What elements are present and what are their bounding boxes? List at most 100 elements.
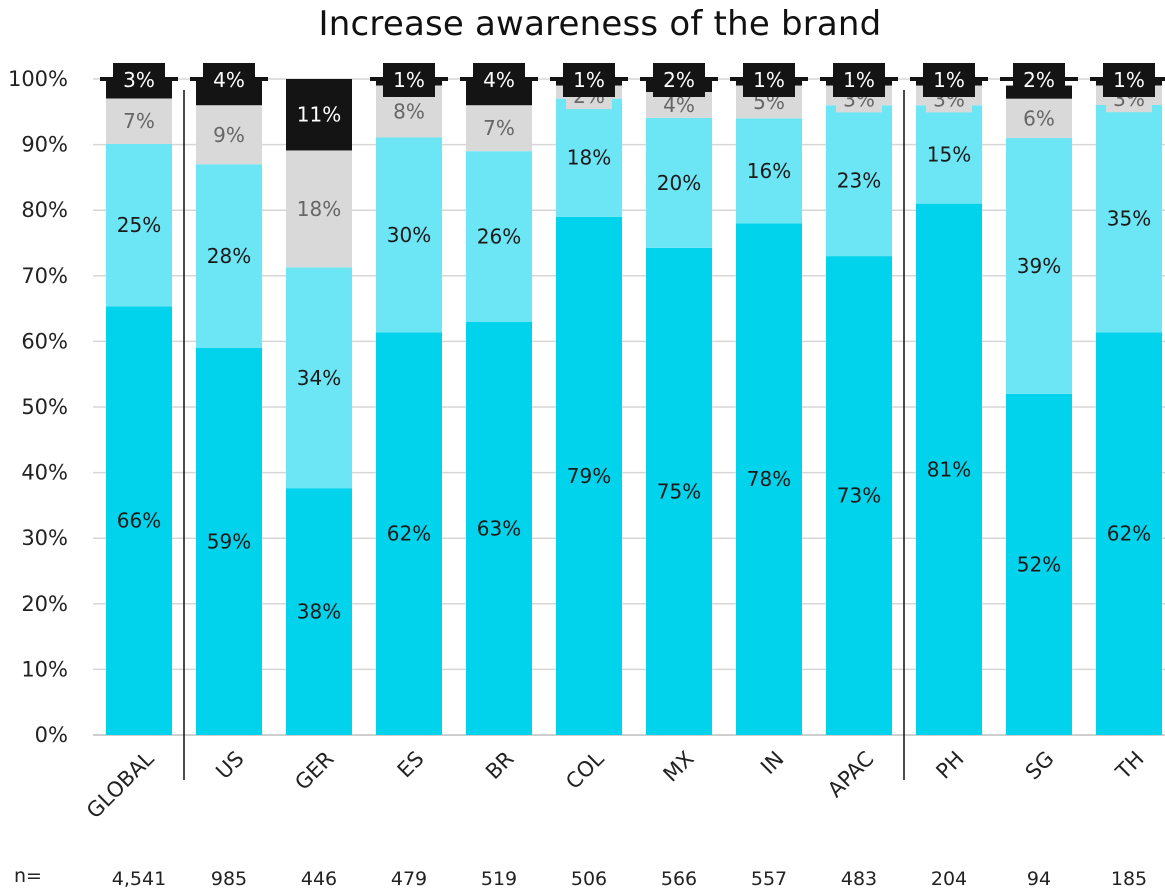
data-label: 1% bbox=[573, 68, 605, 92]
x-tick-label: SG bbox=[1021, 747, 1059, 785]
data-label: 66% bbox=[117, 509, 161, 533]
x-tick-label: MX bbox=[659, 747, 699, 787]
bar-segment bbox=[646, 117, 712, 248]
data-label: 18% bbox=[567, 146, 611, 170]
y-tick-label: 0% bbox=[35, 723, 68, 747]
data-label: 11% bbox=[297, 103, 341, 127]
label-box-tab bbox=[910, 77, 988, 81]
n-value: 204 bbox=[931, 868, 967, 890]
bar-segment bbox=[376, 137, 442, 333]
data-label: 30% bbox=[387, 223, 431, 247]
data-label: 73% bbox=[837, 484, 881, 508]
label-box-tab bbox=[460, 77, 538, 81]
bar-segment bbox=[646, 247, 712, 736]
data-label: 1% bbox=[843, 68, 875, 92]
x-tick-label: IN bbox=[756, 747, 788, 779]
bar-segment bbox=[1006, 98, 1072, 139]
bar-segment bbox=[376, 332, 442, 735]
bar-segment bbox=[826, 105, 892, 257]
chart-title: Increase awareness of the brand bbox=[318, 4, 882, 44]
n-label: n= bbox=[14, 865, 42, 887]
y-tick-label: 70% bbox=[21, 264, 68, 288]
label-box-tab bbox=[370, 77, 448, 81]
x-tick-label: PH bbox=[931, 747, 968, 784]
x-tick-label: GER bbox=[290, 747, 338, 795]
bar-segment bbox=[1006, 393, 1072, 735]
label-box-tab bbox=[100, 77, 178, 81]
data-label: 35% bbox=[1107, 207, 1151, 231]
bar-segment bbox=[286, 79, 352, 151]
data-label: 78% bbox=[747, 467, 791, 491]
y-tick-label: 60% bbox=[21, 329, 68, 353]
data-label: 1% bbox=[1113, 68, 1145, 92]
bar-segment bbox=[286, 150, 352, 268]
x-tick-label: COL bbox=[561, 746, 609, 794]
data-label: 75% bbox=[657, 479, 701, 503]
n-value: 4,541 bbox=[112, 868, 166, 890]
bar-segment bbox=[106, 306, 172, 735]
data-label: 25% bbox=[117, 213, 161, 237]
bar-segment bbox=[1096, 104, 1162, 333]
label-box-tab bbox=[820, 77, 898, 81]
bar-segment bbox=[106, 143, 172, 307]
data-label: 1% bbox=[393, 68, 425, 92]
bar-segment bbox=[736, 118, 802, 224]
y-tick-label: 30% bbox=[21, 526, 68, 550]
bar-segment bbox=[1006, 138, 1072, 394]
data-label: 3% bbox=[123, 68, 155, 92]
label-box-tab bbox=[550, 77, 628, 81]
label-box-tab bbox=[1090, 77, 1165, 81]
bar-segment bbox=[916, 105, 982, 204]
bar-segment bbox=[826, 256, 892, 735]
data-label: 28% bbox=[207, 244, 251, 268]
n-value: 985 bbox=[211, 868, 247, 890]
x-tick-label: GLOBAL bbox=[82, 746, 159, 823]
bar-segment bbox=[196, 164, 262, 348]
n-value: 94 bbox=[1027, 868, 1051, 890]
bar-segment bbox=[196, 347, 262, 735]
y-tick-label: 90% bbox=[21, 133, 68, 157]
y-tick-label: 40% bbox=[21, 461, 68, 485]
x-tick-label: BR bbox=[481, 747, 518, 784]
bar-segment bbox=[286, 488, 352, 735]
data-label: 1% bbox=[753, 68, 785, 92]
data-label: 2% bbox=[1023, 68, 1055, 92]
y-tick-label: 20% bbox=[21, 592, 68, 616]
n-value: 506 bbox=[571, 868, 607, 890]
data-label: 26% bbox=[477, 224, 521, 248]
data-label: 34% bbox=[297, 366, 341, 390]
n-value: 479 bbox=[391, 868, 427, 890]
bar-segment bbox=[286, 267, 352, 489]
bar-segment bbox=[466, 321, 532, 735]
bar-segment bbox=[1096, 332, 1162, 735]
data-label: 16% bbox=[747, 159, 791, 183]
bar-segment bbox=[916, 203, 982, 735]
data-label: 4% bbox=[483, 68, 515, 92]
data-label: 1% bbox=[933, 68, 965, 92]
data-label: 4% bbox=[213, 68, 245, 92]
n-value: 557 bbox=[751, 868, 787, 890]
y-tick-label: 10% bbox=[21, 657, 68, 681]
label-box-tab bbox=[640, 77, 718, 81]
x-tick-label: TH bbox=[1111, 747, 1149, 785]
data-label: 62% bbox=[387, 522, 431, 546]
n-value: 519 bbox=[481, 868, 517, 890]
data-label: 38% bbox=[297, 600, 341, 624]
data-label: 52% bbox=[1017, 552, 1061, 576]
y-tick-label: 50% bbox=[21, 395, 68, 419]
data-label: 63% bbox=[477, 516, 521, 540]
y-tick-label: 100% bbox=[8, 67, 68, 91]
n-value: 566 bbox=[661, 868, 697, 890]
data-label: 81% bbox=[927, 457, 971, 481]
x-tick-label: US bbox=[211, 747, 248, 784]
bar-segment bbox=[106, 98, 172, 144]
bar-segment bbox=[196, 105, 262, 165]
bar-segment bbox=[736, 223, 802, 735]
n-value: 185 bbox=[1111, 868, 1147, 890]
x-tick-label: APAC bbox=[823, 747, 878, 802]
data-label: 18% bbox=[297, 197, 341, 221]
bar-segment bbox=[556, 216, 622, 735]
bar-segment bbox=[466, 151, 532, 322]
